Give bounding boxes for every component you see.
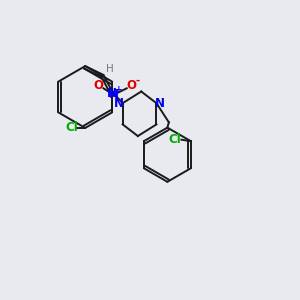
Text: +: +	[115, 85, 122, 94]
Text: H: H	[106, 64, 114, 74]
Text: N: N	[114, 97, 124, 110]
Text: N: N	[109, 88, 118, 101]
Text: Cl: Cl	[65, 122, 78, 134]
Text: Cl: Cl	[169, 133, 181, 146]
Text: -: -	[136, 76, 140, 86]
Text: N: N	[155, 97, 165, 110]
Text: O: O	[126, 79, 136, 92]
Text: N: N	[107, 87, 117, 100]
Text: O: O	[93, 79, 103, 92]
